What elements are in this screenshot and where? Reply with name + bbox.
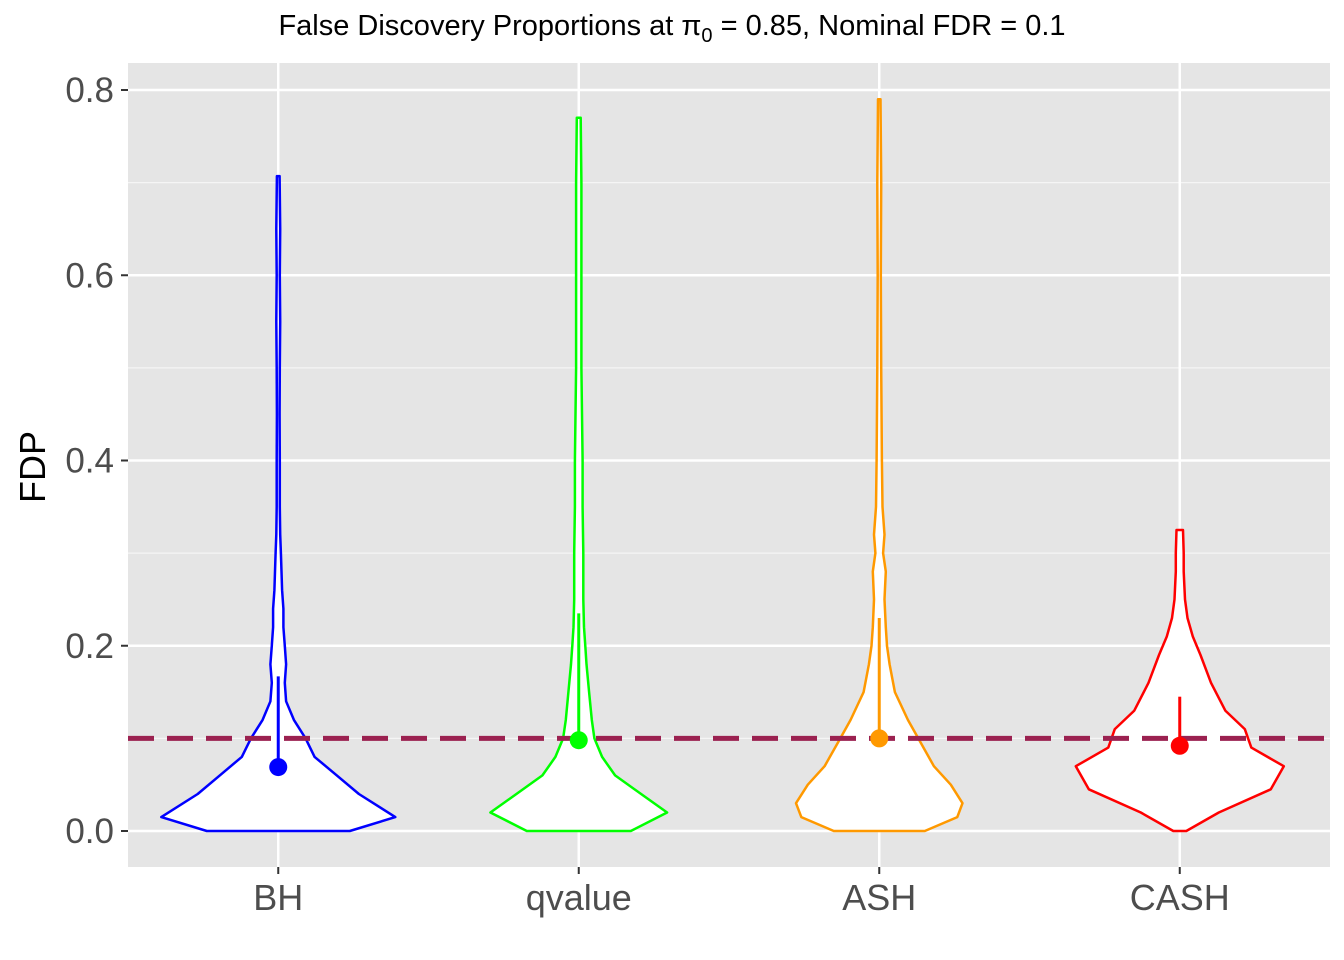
- y-tick-label: 0.4: [65, 442, 114, 481]
- x-tick-label: qvalue: [526, 877, 632, 918]
- median-point-ASH: [870, 729, 889, 748]
- title-subscript: 0: [701, 24, 713, 47]
- violin-CASH: [1074, 528, 1286, 833]
- violin-qvalue: [489, 116, 669, 833]
- median-point-CASH: [1170, 736, 1189, 755]
- y-tick-label: 0.2: [65, 627, 114, 666]
- violin-BH: [160, 174, 397, 833]
- x-tick-label: ASH: [842, 877, 916, 918]
- chart-title: False Discovery Proportions at π0 = 0.85…: [0, 10, 1344, 48]
- x-tick-label: CASH: [1130, 877, 1230, 918]
- y-tick-label: 0.0: [65, 812, 114, 851]
- title-suffix: = 0.85, Nominal FDR = 0.1: [712, 10, 1066, 42]
- violin-ASH: [794, 98, 964, 833]
- y-tick-label: 0.6: [65, 256, 114, 295]
- median-point-BH: [269, 758, 288, 777]
- median-point-qvalue: [569, 731, 588, 750]
- x-tick-label: BH: [253, 877, 303, 918]
- y-tick-label: 0.8: [65, 71, 114, 110]
- title-prefix: False Discovery Proportions at: [278, 10, 682, 42]
- title-symbol: π: [681, 10, 702, 42]
